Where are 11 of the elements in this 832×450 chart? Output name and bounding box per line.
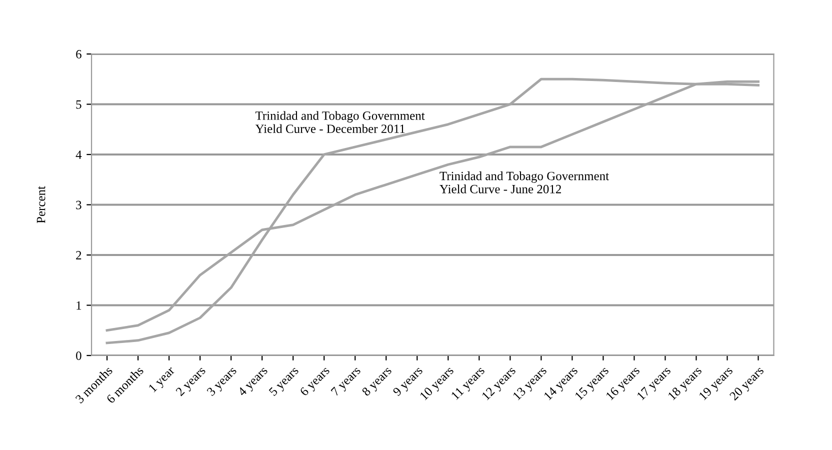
y-tick-label: 0 <box>76 352 82 360</box>
y-axis-title: Percent <box>36 186 46 224</box>
y-tick-label: 4 <box>76 150 82 159</box>
y-tick-label: 3 <box>76 200 82 210</box>
series-label: Trinidad and Tobago Government Yield Curve - December 2011 <box>255 111 425 134</box>
y-tick-label: 2 <box>76 251 82 260</box>
y-tick-label: 1 <box>76 301 82 310</box>
y-tick-label: 5 <box>76 100 82 109</box>
x-tick-label: 1 year <box>148 366 177 394</box>
series-label: Trinidad and Tobago Government Yield Curve - June 2012 <box>440 171 609 194</box>
y-tick-label: 6 <box>76 50 82 58</box>
